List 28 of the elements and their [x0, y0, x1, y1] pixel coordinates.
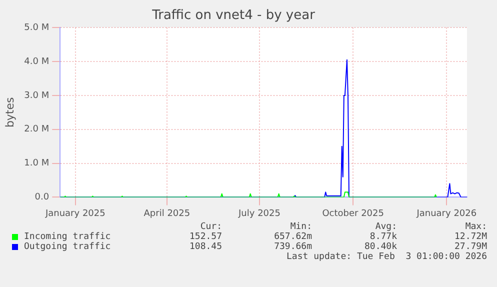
text: 27.79M	[453, 242, 487, 252]
text: Cur:	[199, 222, 222, 232]
text: 12.72M	[453, 232, 487, 242]
text: 80.40k	[363, 242, 397, 252]
x-tick-label: January 2025	[44, 208, 106, 219]
y-axis-title: bytes	[3, 96, 16, 128]
x-tick-label: April 2025	[144, 208, 190, 219]
y-tick-label: 4.0 M	[24, 56, 50, 67]
text: 108.45	[188, 242, 222, 252]
legend-label: Incoming traffic	[24, 232, 111, 242]
y-tick-label: 5.0 M	[24, 22, 50, 33]
y-tick-label: 3.0 M	[24, 90, 50, 101]
x-tick-label: October 2025	[322, 208, 384, 219]
text: 739.66m	[273, 242, 312, 252]
text: Max:	[464, 222, 487, 232]
text: Min:	[289, 222, 312, 232]
text: 152.57	[188, 232, 222, 242]
y-tick-label: 0.0	[34, 192, 50, 203]
x-tick-label: January 2026	[416, 208, 477, 219]
text: Avg:	[374, 222, 397, 232]
chart-title: Traffic on vnet4 - by year	[151, 8, 316, 24]
text: Last update: Tue Feb 3 01:00:00 2026	[286, 252, 487, 262]
text: 657.62m	[273, 232, 312, 242]
y-tick-label: 1.0 M	[24, 158, 50, 169]
y-tick-label: 2.0 M	[24, 124, 50, 135]
text: 8.77k	[368, 232, 397, 242]
legend-label: Outgoing traffic	[24, 242, 111, 252]
x-tick-label: July 2025	[238, 208, 280, 219]
